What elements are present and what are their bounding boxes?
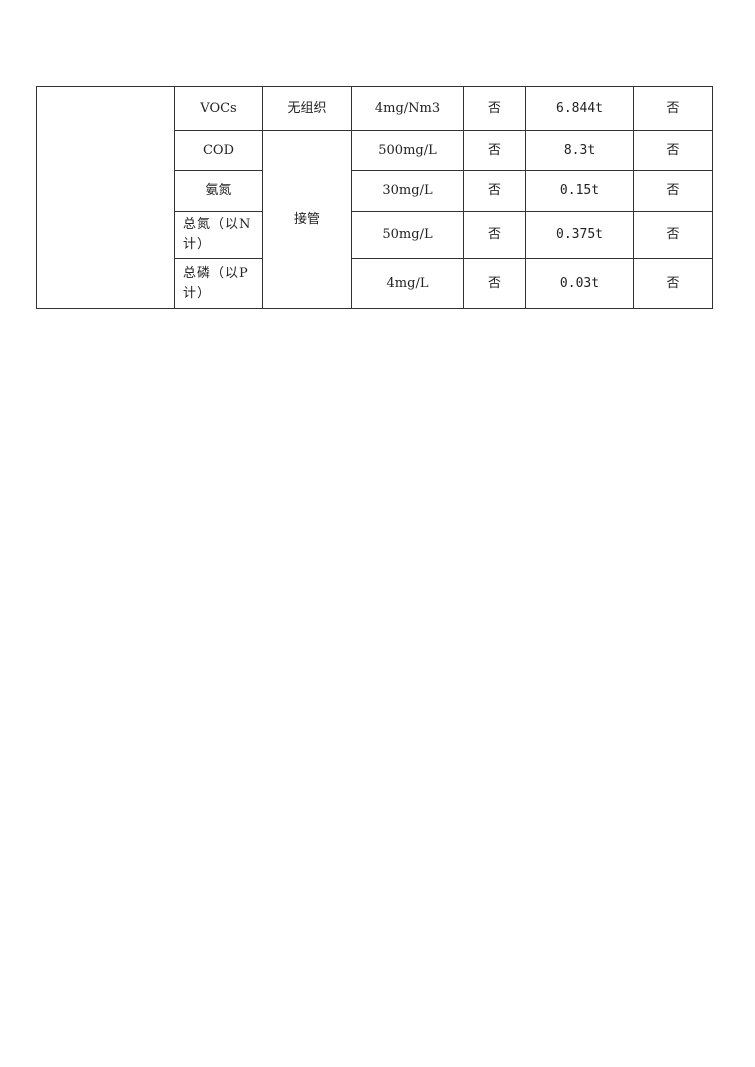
table-row: COD 接管 500mg/L 否 8.3t 否 xyxy=(37,130,713,309)
table-row: 氨氮 30mg/L 否 0.15t 否 xyxy=(37,170,713,212)
flag-cell: 否 xyxy=(463,86,526,131)
flag-cell: 否 xyxy=(463,258,526,309)
flag-cell: 否 xyxy=(633,170,713,212)
limit-cell: 50mg/L xyxy=(351,211,464,259)
emissions-table: VOCs 无组织 4mg/Nm3 否 6.844t 否 COD 接管 500mg… xyxy=(36,86,713,309)
flag-cell: 否 xyxy=(633,86,713,131)
amount-cell: 8.3t xyxy=(525,130,634,171)
pollutant-cell: 总氮（以N计） xyxy=(174,211,263,259)
pollutant-cell: COD xyxy=(174,130,263,171)
category-cell xyxy=(36,86,175,309)
flag-cell: 否 xyxy=(633,130,713,171)
limit-cell: 30mg/L xyxy=(351,170,464,212)
table-row: 总磷（以P计） 4mg/L 否 0.03t 否 xyxy=(37,258,713,309)
amount-cell: 0.03t xyxy=(525,258,634,309)
flag-cell: 否 xyxy=(463,170,526,212)
amount-cell: 6.844t xyxy=(525,86,634,131)
method-cell: 无组织 xyxy=(262,86,352,131)
pollutant-cell: VOCs xyxy=(174,86,263,131)
method-cell: 接管 xyxy=(262,130,352,309)
flag-cell: 否 xyxy=(463,211,526,259)
limit-cell: 4mg/Nm3 xyxy=(351,86,464,131)
amount-cell: 0.375t xyxy=(525,211,634,259)
table-row: VOCs 无组织 4mg/Nm3 否 6.844t 否 xyxy=(36,86,713,309)
amount-cell: 0.15t xyxy=(525,170,634,212)
pollutant-cell: 总磷（以P计） xyxy=(174,258,263,309)
flag-cell: 否 xyxy=(633,258,713,309)
flag-cell: 否 xyxy=(463,130,526,171)
limit-cell: 4mg/L xyxy=(351,258,464,309)
pollutant-cell: 氨氮 xyxy=(174,170,263,212)
limit-cell: 500mg/L xyxy=(351,130,464,171)
flag-cell: 否 xyxy=(633,211,713,259)
